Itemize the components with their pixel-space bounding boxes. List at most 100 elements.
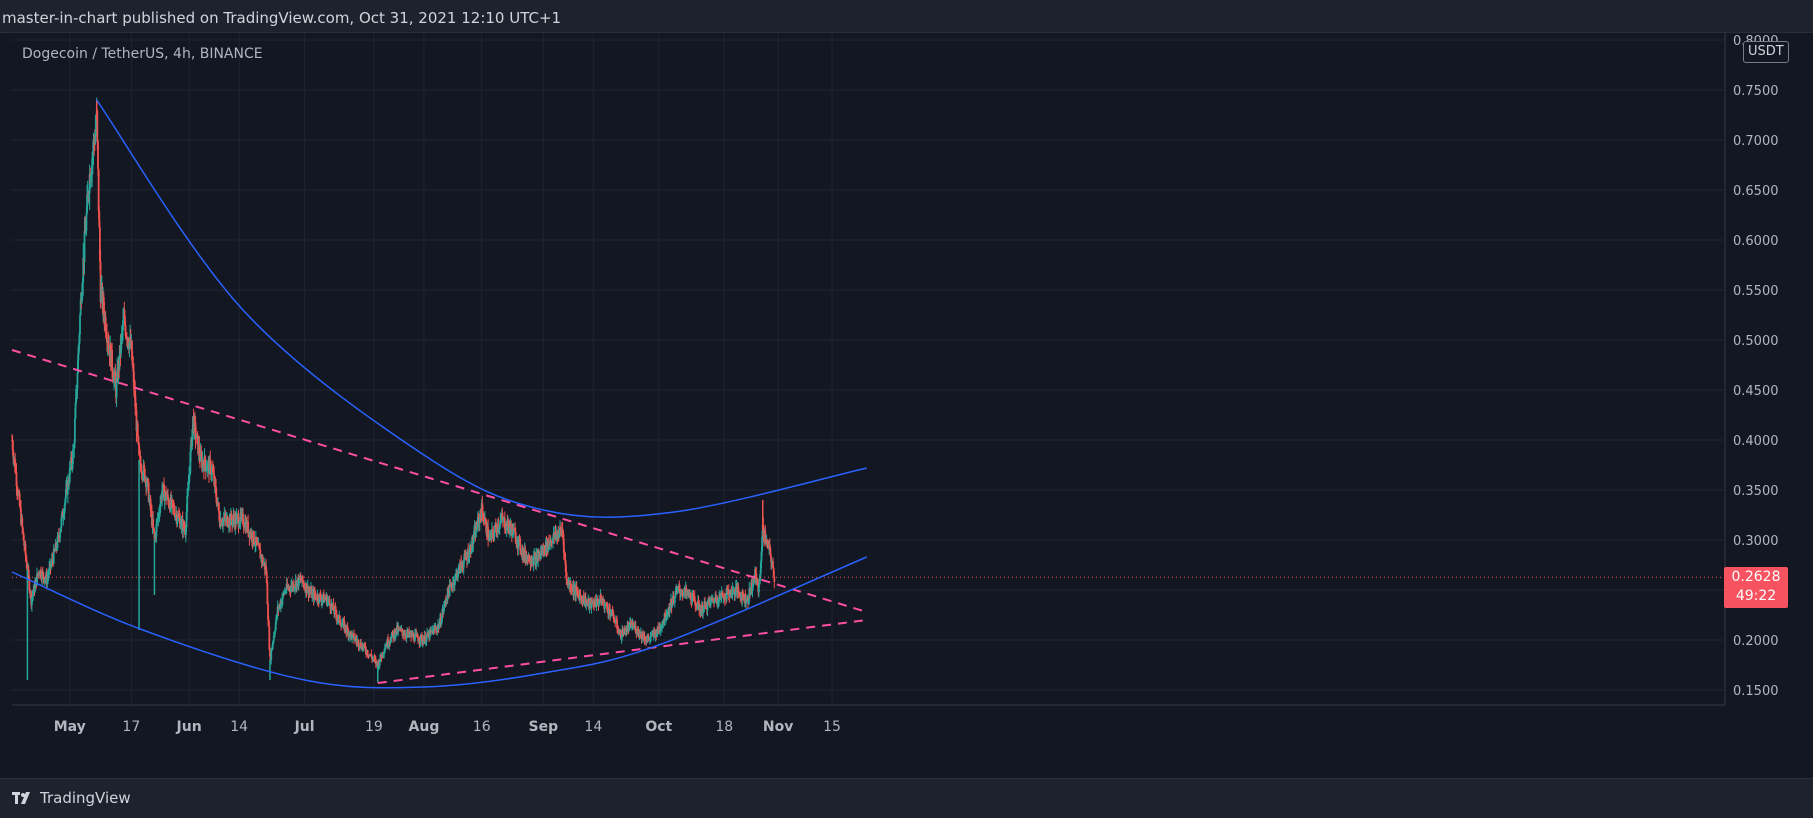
candle-body bbox=[204, 464, 207, 472]
candle-body bbox=[266, 582, 269, 605]
candle-body bbox=[691, 594, 694, 603]
candle-body bbox=[335, 614, 338, 620]
candle-body bbox=[709, 598, 712, 606]
candle bbox=[167, 497, 170, 509]
candle-body bbox=[307, 586, 310, 596]
candle-body bbox=[717, 601, 720, 603]
candle-body bbox=[419, 641, 421, 643]
candle-body bbox=[303, 583, 305, 587]
candle-body bbox=[202, 460, 205, 465]
candle-body bbox=[85, 213, 88, 232]
candle-body bbox=[754, 569, 757, 574]
candle-body bbox=[729, 593, 731, 597]
candle-body bbox=[630, 625, 633, 628]
candle-body bbox=[342, 620, 344, 624]
candle bbox=[258, 546, 261, 550]
candle bbox=[575, 580, 577, 602]
candle-body bbox=[143, 468, 146, 482]
x-tick-label: 17 bbox=[122, 719, 140, 735]
x-tick-label: Nov bbox=[763, 719, 793, 735]
candle-body bbox=[364, 646, 367, 652]
candle-body bbox=[17, 492, 20, 495]
candle-body bbox=[186, 495, 189, 512]
candle-body bbox=[172, 501, 174, 507]
candle-body bbox=[630, 621, 633, 628]
candle-body bbox=[258, 543, 260, 548]
candle-body bbox=[495, 527, 498, 532]
candle bbox=[673, 595, 676, 608]
candle bbox=[28, 574, 31, 593]
candle-body bbox=[197, 435, 199, 454]
candle-body bbox=[54, 550, 56, 552]
candle-body bbox=[643, 635, 646, 641]
x-tick-label: 14 bbox=[230, 719, 248, 735]
candle bbox=[548, 534, 550, 549]
candle-body bbox=[98, 211, 101, 228]
tradingview-brand[interactable]: TradingView bbox=[12, 789, 131, 807]
candle-body bbox=[391, 632, 394, 634]
candle-body bbox=[70, 457, 73, 465]
candle bbox=[652, 627, 655, 641]
candle bbox=[14, 452, 17, 474]
candle bbox=[674, 587, 677, 599]
candle-body bbox=[276, 606, 279, 615]
candle-body bbox=[770, 561, 773, 563]
candle-body bbox=[351, 633, 353, 639]
candle bbox=[66, 474, 69, 504]
candle-body bbox=[323, 598, 326, 603]
candle bbox=[65, 480, 67, 503]
candle bbox=[222, 512, 225, 526]
candle-body bbox=[500, 518, 502, 521]
candle-body bbox=[470, 551, 473, 554]
candle-body bbox=[142, 476, 144, 478]
candle bbox=[23, 535, 26, 552]
x-tick-label: 15 bbox=[823, 719, 841, 735]
price-chart[interactable]: 0.80000.75000.70000.65000.60000.55000.50… bbox=[0, 33, 1813, 778]
candle bbox=[492, 525, 495, 542]
candle-body bbox=[660, 628, 663, 630]
candle-body bbox=[24, 544, 27, 556]
candle-body bbox=[600, 600, 603, 604]
candle bbox=[626, 620, 629, 634]
candle-body bbox=[154, 534, 156, 539]
currency-unit-button[interactable]: USDT bbox=[1743, 41, 1789, 63]
candle-body bbox=[191, 428, 194, 447]
candle-body bbox=[43, 577, 45, 582]
candle bbox=[205, 459, 208, 473]
candle-body bbox=[401, 628, 404, 633]
candle-body bbox=[513, 528, 516, 530]
candle bbox=[535, 547, 538, 571]
candle-body bbox=[57, 535, 60, 538]
candle-body bbox=[459, 562, 462, 573]
candle-body bbox=[31, 595, 34, 599]
candle-body bbox=[499, 520, 502, 527]
candle bbox=[332, 598, 335, 611]
candle bbox=[678, 580, 681, 591]
candle-body bbox=[634, 625, 637, 633]
candle-body bbox=[267, 619, 270, 627]
candle-body bbox=[677, 587, 679, 589]
candle-body bbox=[382, 653, 385, 655]
candle-body bbox=[488, 537, 491, 541]
candle-body bbox=[59, 527, 62, 533]
candle-body bbox=[100, 289, 103, 302]
candle-body bbox=[702, 606, 705, 613]
candle-body bbox=[90, 171, 93, 176]
candle-body bbox=[276, 614, 278, 616]
candle bbox=[671, 603, 674, 608]
candle-body bbox=[756, 581, 759, 586]
candle bbox=[31, 589, 34, 603]
candle-body bbox=[259, 549, 262, 559]
candle bbox=[279, 597, 282, 613]
candle-body bbox=[497, 524, 500, 530]
candle-body bbox=[339, 623, 342, 625]
x-tick-label: Jun bbox=[176, 719, 202, 735]
candle-body bbox=[454, 574, 457, 581]
candle-body bbox=[358, 647, 361, 649]
candle-body bbox=[374, 658, 377, 660]
candle-body bbox=[672, 595, 675, 601]
candle-body bbox=[476, 516, 479, 529]
candle-body bbox=[294, 586, 296, 589]
candle-body bbox=[311, 592, 314, 598]
candle-body bbox=[626, 625, 629, 633]
